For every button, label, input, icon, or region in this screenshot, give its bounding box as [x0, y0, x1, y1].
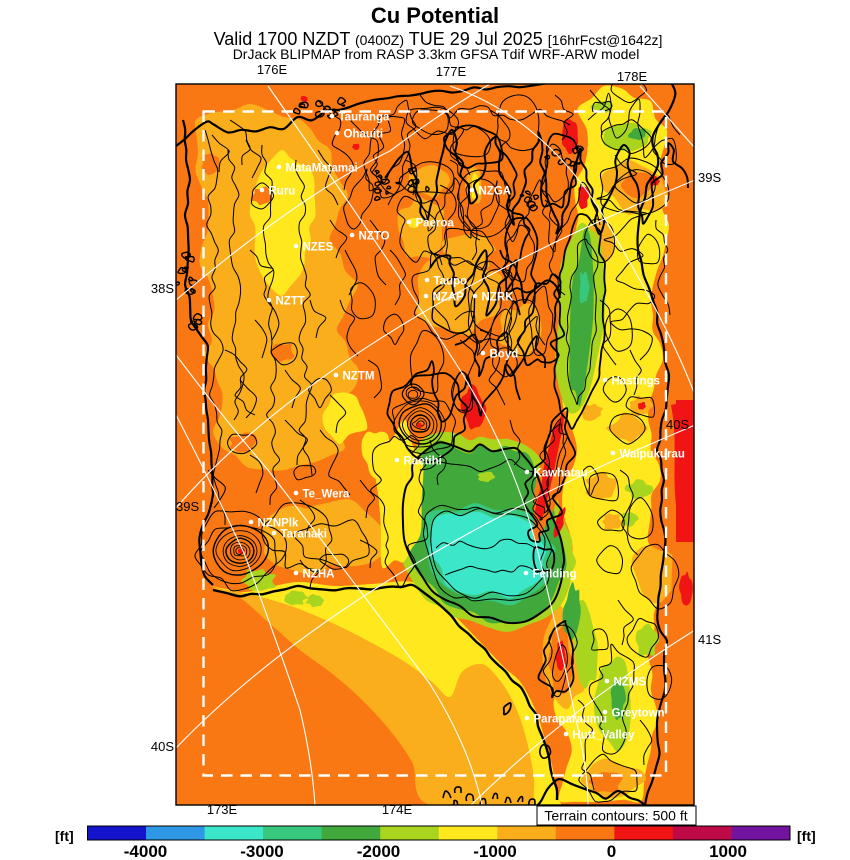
- svg-text:Taupo: Taupo: [434, 276, 468, 288]
- svg-text:[ft]: [ft]: [55, 828, 74, 844]
- svg-text:NZTO: NZTO: [359, 231, 390, 243]
- svg-text:NZRK: NZRK: [482, 292, 515, 304]
- svg-text:NZHA: NZHA: [303, 569, 335, 581]
- svg-text:39S: 39S: [176, 499, 199, 514]
- svg-text:Hastings: Hastings: [612, 376, 661, 388]
- svg-text:Ohauiti: Ohauiti: [344, 129, 384, 141]
- svg-text:Terrain contours: 500 ft: Terrain contours: 500 ft: [544, 808, 687, 824]
- svg-text:1000: 1000: [709, 842, 747, 860]
- svg-text:173E: 173E: [207, 802, 238, 817]
- svg-text:NZGA: NZGA: [479, 186, 512, 198]
- svg-text:NZTM: NZTM: [343, 371, 375, 383]
- svg-text:Te_Wera: Te_Wera: [303, 489, 350, 501]
- svg-text:NZTT: NZTT: [276, 296, 305, 308]
- svg-text:Boyd: Boyd: [490, 349, 519, 361]
- svg-text:40S: 40S: [151, 739, 174, 754]
- svg-text:Hutt_Valley: Hutt_Valley: [573, 730, 636, 742]
- svg-text:Greytown: Greytown: [612, 708, 665, 720]
- svg-text:Tauranga: Tauranga: [339, 112, 391, 124]
- svg-text:Kawhatau: Kawhatau: [534, 468, 588, 480]
- svg-text:176E: 176E: [257, 62, 288, 77]
- svg-text:Feilding: Feilding: [533, 569, 577, 581]
- svg-text:[ft]: [ft]: [797, 828, 816, 844]
- svg-text:Paeroa: Paeroa: [416, 218, 455, 230]
- svg-text:Ruru: Ruru: [269, 186, 296, 198]
- svg-text:-2000: -2000: [357, 842, 400, 860]
- svg-text:174E: 174E: [382, 802, 413, 817]
- svg-text:178E: 178E: [617, 69, 648, 84]
- svg-text:177E: 177E: [436, 64, 467, 79]
- svg-text:Raetihi: Raetihi: [404, 456, 442, 468]
- svg-text:NZMS: NZMS: [614, 677, 647, 689]
- svg-text:DrJack BLIPMAP from RASP 3.3km: DrJack BLIPMAP from RASP 3.3km GFSA Tdif…: [233, 46, 640, 62]
- svg-text:NZAP: NZAP: [433, 292, 465, 304]
- svg-text:NZNPlk: NZNPlk: [258, 518, 300, 530]
- svg-text:41S: 41S: [698, 632, 721, 647]
- svg-text:Waipukurau: Waipukurau: [620, 449, 685, 461]
- svg-text:MataMatamai: MataMatamai: [286, 163, 358, 175]
- svg-text:0: 0: [607, 842, 616, 860]
- svg-text:Cu Potential: Cu Potential: [371, 3, 499, 28]
- svg-text:40S: 40S: [666, 417, 689, 432]
- svg-text:-1000: -1000: [473, 842, 516, 860]
- svg-text:38S: 38S: [151, 281, 174, 296]
- svg-text:Paraparaumu: Paraparaumu: [534, 714, 608, 726]
- svg-text:-3000: -3000: [240, 842, 283, 860]
- svg-text:-4000: -4000: [124, 842, 167, 860]
- svg-text:NZES: NZES: [303, 242, 334, 254]
- svg-text:Taranaki: Taranaki: [281, 529, 327, 541]
- svg-text:39S: 39S: [698, 170, 721, 185]
- svg-text:Valid 1700 NZDT (0400Z) TUE 29: Valid 1700 NZDT (0400Z) TUE 29 Jul 2025 …: [214, 29, 663, 49]
